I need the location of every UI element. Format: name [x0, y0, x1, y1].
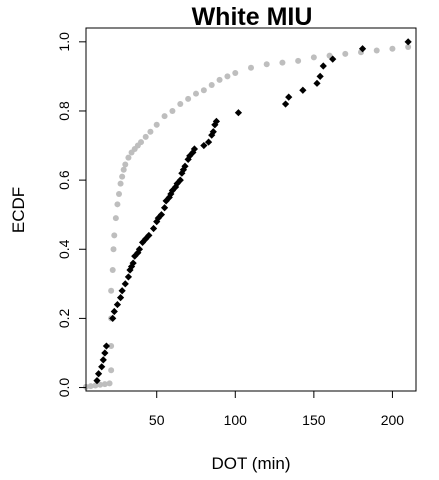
data-point-circle [147, 128, 154, 135]
data-point-diamond [212, 117, 221, 125]
data-point-diamond [299, 86, 307, 94]
data-point-diamond [98, 363, 106, 371]
data-point-circle [142, 133, 149, 140]
data-point-diamond [124, 273, 133, 281]
data-point-diamond [358, 45, 367, 53]
data-point-circle [208, 82, 215, 89]
data-point-diamond [313, 79, 321, 87]
x-tick-label: 200 [381, 412, 405, 428]
data-point-diamond [109, 314, 117, 322]
data-point-diamond [101, 349, 109, 357]
data-point-diamond [234, 109, 243, 117]
data-point-diamond [99, 356, 107, 364]
data-point-circle [263, 61, 270, 68]
data-point-diamond [190, 145, 199, 153]
data-point-diamond [129, 259, 137, 267]
chart-title: White MIU [192, 3, 313, 31]
data-point-diamond [404, 38, 412, 46]
data-point-circle [248, 64, 254, 71]
data-point-circle [120, 166, 127, 173]
data-point-diamond [135, 245, 144, 253]
y-tick-label: 0.4 [56, 239, 72, 259]
y-tick-label: 0.6 [56, 170, 72, 190]
data-point-circle [193, 90, 199, 97]
data-point-diamond [116, 294, 125, 302]
y-tick-label: 1.0 [56, 32, 72, 52]
data-point-diamond [181, 162, 189, 170]
data-point-circle [110, 246, 117, 253]
data-point-circle [161, 113, 168, 120]
data-point-diamond [93, 377, 101, 385]
data-point-circle [224, 73, 231, 80]
x-axis-label: DOT (min) [211, 454, 290, 473]
data-point-diamond [110, 307, 118, 316]
data-point-circle [117, 180, 124, 187]
data-point-circle [125, 154, 132, 161]
data-point-circle [87, 383, 94, 390]
data-point-circle [116, 190, 122, 197]
data-point-diamond [160, 204, 169, 212]
y-axis-label: ECDF [9, 187, 28, 233]
data-point-diamond [329, 55, 337, 63]
data-point-diamond [281, 100, 290, 108]
plot-frame [85, 27, 417, 392]
data-point-diamond [102, 342, 111, 350]
data-point-diamond [176, 176, 184, 184]
data-point-circle [279, 59, 286, 66]
x-axis: 50 100 150 200 [149, 391, 404, 428]
data-point-circle [185, 95, 192, 102]
x-tick-label: 100 [224, 412, 248, 428]
data-point-diamond [319, 62, 327, 70]
data-point-diamond [285, 93, 293, 101]
data-point-circle [169, 107, 176, 114]
data-point-circle [111, 232, 118, 239]
data-point-circle [109, 267, 116, 273]
data-point-diamond [209, 128, 217, 136]
data-point-diamond [204, 138, 213, 146]
data-point-diamond [200, 141, 208, 150]
data-point-diamond [157, 211, 166, 219]
y-tick-label: 0.0 [56, 378, 72, 398]
y-axis: 0.0 0.2 0.4 0.6 0.8 1.0 [56, 32, 86, 397]
data-point-circle [108, 343, 115, 350]
data-point-circle [177, 101, 184, 108]
data-point-diamond [145, 231, 153, 240]
data-point-circle [101, 381, 108, 388]
data-point-circle [200, 87, 207, 94]
data-point-diamond [113, 300, 122, 309]
data-point-circle [373, 47, 380, 54]
data-point-circle [122, 161, 129, 168]
data-point-circle [310, 54, 317, 61]
data-point-circle [119, 173, 126, 180]
data-point-diamond [316, 72, 324, 80]
data-point-circle [108, 287, 115, 294]
x-tick-label: 150 [302, 412, 326, 428]
data-point-circle [138, 139, 144, 146]
data-point-circle [295, 57, 302, 64]
data-point-circle [153, 121, 160, 128]
data-point-circle [106, 380, 113, 387]
data-point-circle [114, 201, 121, 208]
data-point-circle [342, 50, 349, 57]
x-tick-label: 50 [149, 412, 165, 428]
data-point-diamond [149, 224, 158, 233]
data-point-diamond [118, 287, 126, 295]
data-point-circle [405, 44, 412, 51]
data-point-diamond [94, 370, 103, 378]
data-point-circle [108, 367, 115, 374]
data-point-circle [112, 215, 119, 222]
data-point-circle [232, 69, 239, 76]
points-layer [83, 38, 412, 390]
data-point-diamond [121, 280, 129, 288]
data-point-circle [97, 381, 104, 388]
y-tick-label: 0.2 [56, 308, 72, 328]
data-point-circle [389, 45, 396, 52]
y-tick-label: 0.8 [56, 101, 72, 121]
data-point-circle [216, 76, 223, 83]
